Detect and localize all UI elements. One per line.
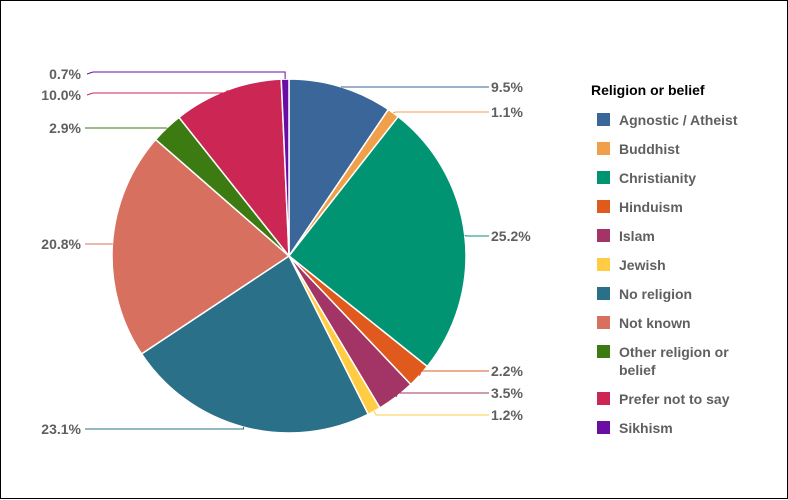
legend-swatch-other-religion-or-belief: [597, 345, 610, 358]
legend-label-prefer-not-to-say: Prefer not to say: [619, 391, 730, 407]
legend-items: Agnostic / Atheist Buddhist Christianity Hi…: [597, 112, 738, 436]
leader-line-hinduism: [419, 371, 489, 376]
slice-label-islam: 3.5%: [491, 385, 523, 401]
legend-label-jewish: Jewish: [619, 257, 666, 273]
legend-swatch-no-religion: [597, 287, 610, 300]
slice-label-christianity: 25.2%: [491, 228, 531, 244]
legend-item-not-known: Not known: [597, 315, 691, 331]
legend-swatch-prefer-not-to-say: [597, 392, 610, 405]
legend-item-no-religion: No religion: [597, 286, 692, 302]
legend-label-other-religion-or-belief-line-2: belief: [619, 362, 656, 378]
legend-item-sikhism: Sikhism: [597, 420, 673, 436]
legend-swatch-christianity: [597, 171, 610, 184]
slice-label-buddhist: 1.1%: [491, 104, 523, 120]
legend-item-christianity: Christianity: [597, 170, 696, 186]
slice-label-no-religion: 23.1%: [41, 421, 81, 437]
legend-label-hinduism: Hinduism: [619, 199, 683, 215]
leader-line-no-religion: [85, 427, 243, 429]
legend-item-other-religion-or-belief: Other religion or belief: [597, 344, 729, 378]
leader-line-prefer-not-to-say: [87, 90, 227, 95]
leader-line-buddhist: [393, 112, 489, 113]
legend-item-jewish: Jewish: [597, 257, 666, 273]
pie-slices: [112, 79, 466, 433]
leader-line-jewish: [374, 411, 489, 415]
leader-line-sikhism: [87, 72, 285, 79]
legend-item-islam: Islam: [597, 228, 655, 244]
legend-label-other-religion-or-belief-line-1: Other religion or: [619, 344, 729, 360]
legend-item-agnostic-atheist: Agnostic / Atheist: [597, 112, 738, 128]
legend-swatch-buddhist: [597, 142, 610, 155]
legend-item-hinduism: Hinduism: [597, 199, 683, 215]
legend-label-sikhism: Sikhism: [619, 420, 673, 436]
legend-label-buddhist: Buddhist: [619, 141, 680, 157]
legend-label-not-known: Not known: [619, 315, 691, 331]
leader-line-islam: [396, 393, 489, 397]
legend-title: Religion or belief: [591, 82, 705, 98]
slice-label-jewish: 1.2%: [491, 407, 523, 423]
legend-swatch-sikhism: [597, 421, 610, 434]
legend-label-no-religion: No religion: [619, 286, 692, 302]
legend-item-prefer-not-to-say: Prefer not to say: [597, 391, 730, 407]
legend-swatch-not-known: [597, 316, 610, 329]
legend-swatch-islam: [597, 229, 610, 242]
legend-swatch-jewish: [597, 258, 610, 271]
legend: Religion or belief Agnostic / Atheist Bud…: [591, 82, 738, 436]
slice-label-prefer-not-to-say: 10.0%: [41, 87, 81, 103]
legend-swatch-hinduism: [597, 200, 610, 213]
slice-label-hinduism: 2.2%: [491, 363, 523, 379]
legend-label-christianity: Christianity: [619, 170, 696, 186]
slice-label-other-religion-or-belief: 2.9%: [49, 120, 81, 136]
legend-item-buddhist: Buddhist: [597, 141, 680, 157]
slice-label-sikhism: 0.7%: [49, 66, 81, 82]
legend-swatch-agnostic-atheist: [597, 113, 610, 126]
legend-label-agnostic-atheist: Agnostic / Atheist: [619, 112, 738, 128]
slice-label-not-known: 20.8%: [41, 236, 81, 252]
slice-label-agnostic-atheist: 9.5%: [491, 79, 523, 95]
legend-label-islam: Islam: [619, 228, 655, 244]
